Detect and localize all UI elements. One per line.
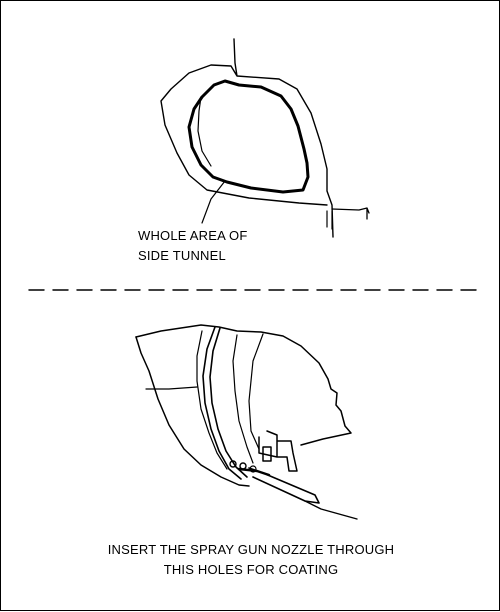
sill-line-horizontal (331, 207, 370, 220)
body-panel-line-2 (248, 333, 264, 450)
caption-line-2: THIS HOLES FOR COATING (163, 562, 339, 577)
callout-line-1: WHOLE AREA OF (138, 228, 248, 243)
mount-bracket (258, 430, 298, 472)
bracket-tab (262, 446, 272, 462)
spray-instruction-caption: INSERT THE SPRAY GUN NOZZLE THROUGH THIS… (1, 540, 500, 580)
sill-line-lower (326, 210, 333, 230)
nozzle-inner (237, 467, 271, 477)
pillar-edge-3 (196, 330, 228, 470)
side-tunnel-area-outline (187, 79, 310, 194)
spray-nozzle (248, 467, 320, 504)
callout-leader (201, 180, 226, 224)
pillar-back-edge (209, 327, 248, 478)
side-tunnel-callout: WHOLE AREA OF SIDE TUNNEL (138, 226, 248, 266)
callout-line-2: SIDE TUNNEL (138, 248, 226, 263)
side-tunnel-section (160, 38, 370, 238)
inner-flange-line (197, 96, 212, 167)
pillar-front-edge (202, 326, 242, 480)
body-outline (135, 324, 352, 446)
access-hole-1 (229, 460, 237, 468)
caption-line-1: INSERT THE SPRAY GUN NOZZLE THROUGH (107, 542, 395, 557)
body-lower-curve (135, 336, 250, 487)
body-crease (145, 386, 198, 390)
spray-nozzle-illustration (135, 324, 358, 520)
spray-hose (304, 500, 358, 520)
body-panel-line-1 (232, 334, 254, 464)
panel-outer-outline (160, 38, 334, 238)
